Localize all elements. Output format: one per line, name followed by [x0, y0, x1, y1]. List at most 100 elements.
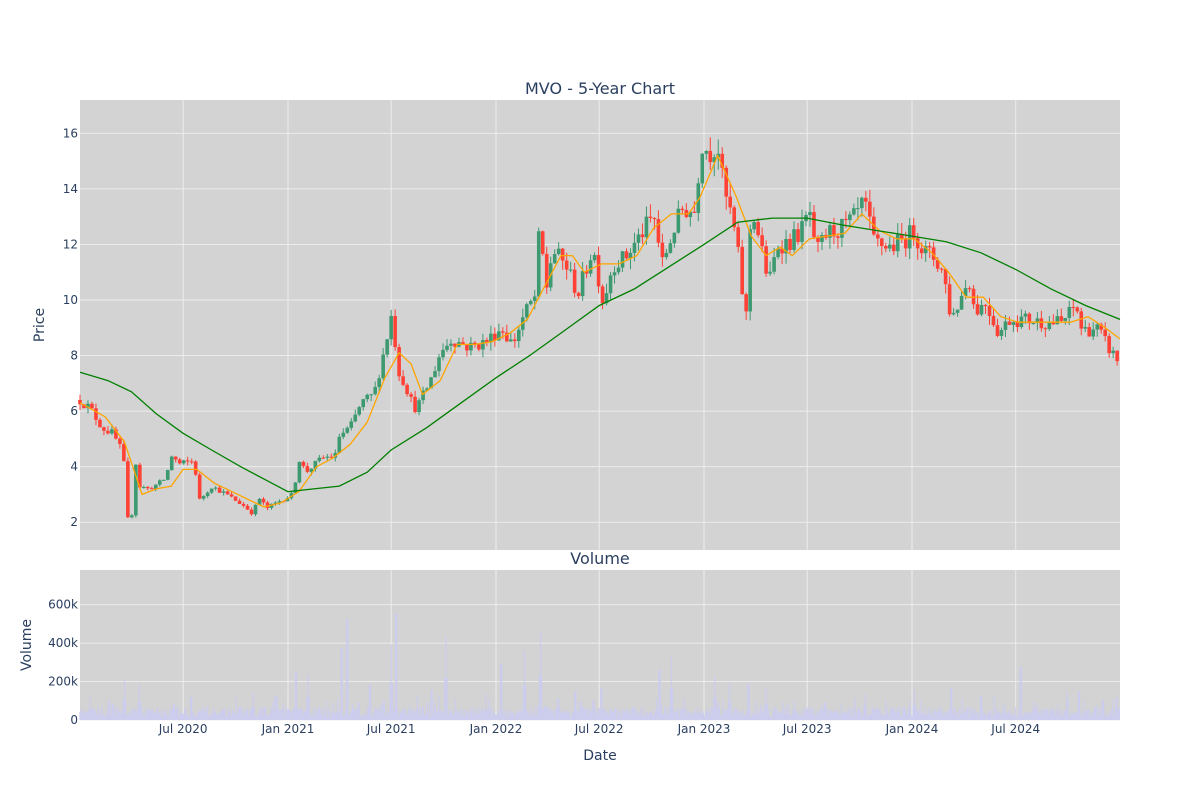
- volume-bar: [1028, 712, 1030, 720]
- volume-bar: [928, 707, 930, 720]
- volume-bar: [926, 714, 928, 720]
- volume-bar: [894, 710, 896, 720]
- volume-bar: [772, 708, 774, 720]
- volume-bar: [519, 712, 521, 720]
- volume-bar: [600, 688, 602, 720]
- volume-bar: [881, 713, 883, 720]
- candle-body: [784, 238, 788, 254]
- candle-body: [481, 340, 485, 350]
- candle-body: [229, 494, 234, 497]
- volume-bar: [354, 709, 356, 720]
- volume-bar: [540, 675, 543, 720]
- volume-bar: [747, 683, 749, 720]
- volume-bar: [970, 708, 972, 720]
- volume-bar: [1015, 707, 1017, 720]
- volume-bar: [759, 704, 762, 720]
- volume-bar: [261, 715, 263, 720]
- volume-bar: [566, 710, 568, 720]
- candle-body: [237, 500, 242, 504]
- volume-bar: [705, 710, 707, 720]
- candle-body: [78, 400, 82, 405]
- volume-bar: [282, 702, 284, 720]
- volume-bar: [650, 711, 652, 720]
- volume-bar: [528, 713, 530, 720]
- volume-bar: [392, 711, 395, 720]
- candle-body: [146, 487, 150, 489]
- volume-bar: [591, 711, 593, 720]
- volume-bar: [699, 712, 701, 720]
- volume-bar: [338, 713, 340, 720]
- volume-bar: [180, 711, 183, 720]
- volume-bar: [778, 711, 780, 720]
- volume-bar: [371, 715, 373, 720]
- volume-bar: [357, 702, 359, 720]
- volume-bar: [428, 701, 430, 720]
- volume-bar: [1001, 713, 1003, 720]
- volume-bar: [298, 709, 300, 720]
- volume-bar: [131, 707, 134, 720]
- volume-bar: [562, 709, 564, 720]
- candle-body: [580, 271, 585, 297]
- volume-bar: [189, 696, 192, 720]
- volume-bar: [760, 708, 763, 720]
- volume-bar: [786, 707, 788, 720]
- volume-bar: [502, 709, 504, 720]
- volume-bar: [383, 701, 385, 720]
- volume-bar: [888, 716, 890, 720]
- volume-bar: [544, 706, 546, 720]
- volume-bar: [1072, 712, 1074, 720]
- volume-bar: [609, 708, 611, 720]
- volume-bar: [944, 711, 946, 720]
- volume-bar: [725, 709, 727, 720]
- date-x-tick-label: Jan 2024: [885, 722, 939, 736]
- candle-body: [501, 331, 505, 333]
- volume-bar: [603, 709, 605, 720]
- volume-bar: [82, 714, 85, 720]
- volume-bar: [313, 707, 315, 720]
- volume-bar: [1000, 714, 1002, 720]
- volume-bar: [438, 695, 440, 720]
- volume-bar: [612, 711, 614, 720]
- candle-body: [393, 316, 397, 348]
- candle-body: [265, 502, 270, 508]
- volume-bar: [917, 708, 919, 720]
- volume-bar: [794, 701, 796, 720]
- volume-bar: [1018, 709, 1020, 720]
- volume-bar: [548, 710, 551, 720]
- volume-bar: [404, 709, 406, 720]
- volume-bar: [765, 687, 767, 720]
- volume-bar: [360, 715, 363, 720]
- volume-bar: [814, 716, 816, 720]
- volume-bar: [512, 711, 514, 720]
- volume-bar: [481, 707, 483, 720]
- volume-bar: [232, 709, 234, 720]
- candle-body: [205, 492, 210, 497]
- volume-bar: [408, 705, 410, 720]
- price-plot-background: [80, 100, 1120, 550]
- candle-body: [959, 295, 964, 310]
- volume-bar: [367, 706, 369, 720]
- volume-bar: [829, 710, 831, 720]
- volume-bar: [749, 709, 751, 720]
- volume-bar: [220, 710, 222, 720]
- volume-bar: [1011, 714, 1013, 720]
- candle-body: [505, 332, 509, 342]
- volume-bar: [526, 711, 528, 720]
- volume-bar: [918, 710, 920, 720]
- volume-bar: [991, 715, 993, 720]
- volume-bar: [164, 708, 167, 720]
- volume-bar: [90, 708, 92, 720]
- volume-bar: [233, 712, 235, 720]
- volume-bar: [729, 681, 731, 720]
- volume-bar: [322, 707, 324, 720]
- volume-bar: [698, 712, 700, 720]
- volume-bar: [300, 707, 302, 720]
- volume-bar: [285, 706, 287, 720]
- volume-bar: [988, 709, 991, 720]
- volume-bar: [758, 713, 760, 720]
- volume-axis-title: Volume: [19, 619, 35, 671]
- volume-bar: [662, 715, 665, 720]
- volume-bar: [416, 695, 418, 720]
- candle-body: [995, 325, 1000, 336]
- volume-bar: [505, 717, 507, 720]
